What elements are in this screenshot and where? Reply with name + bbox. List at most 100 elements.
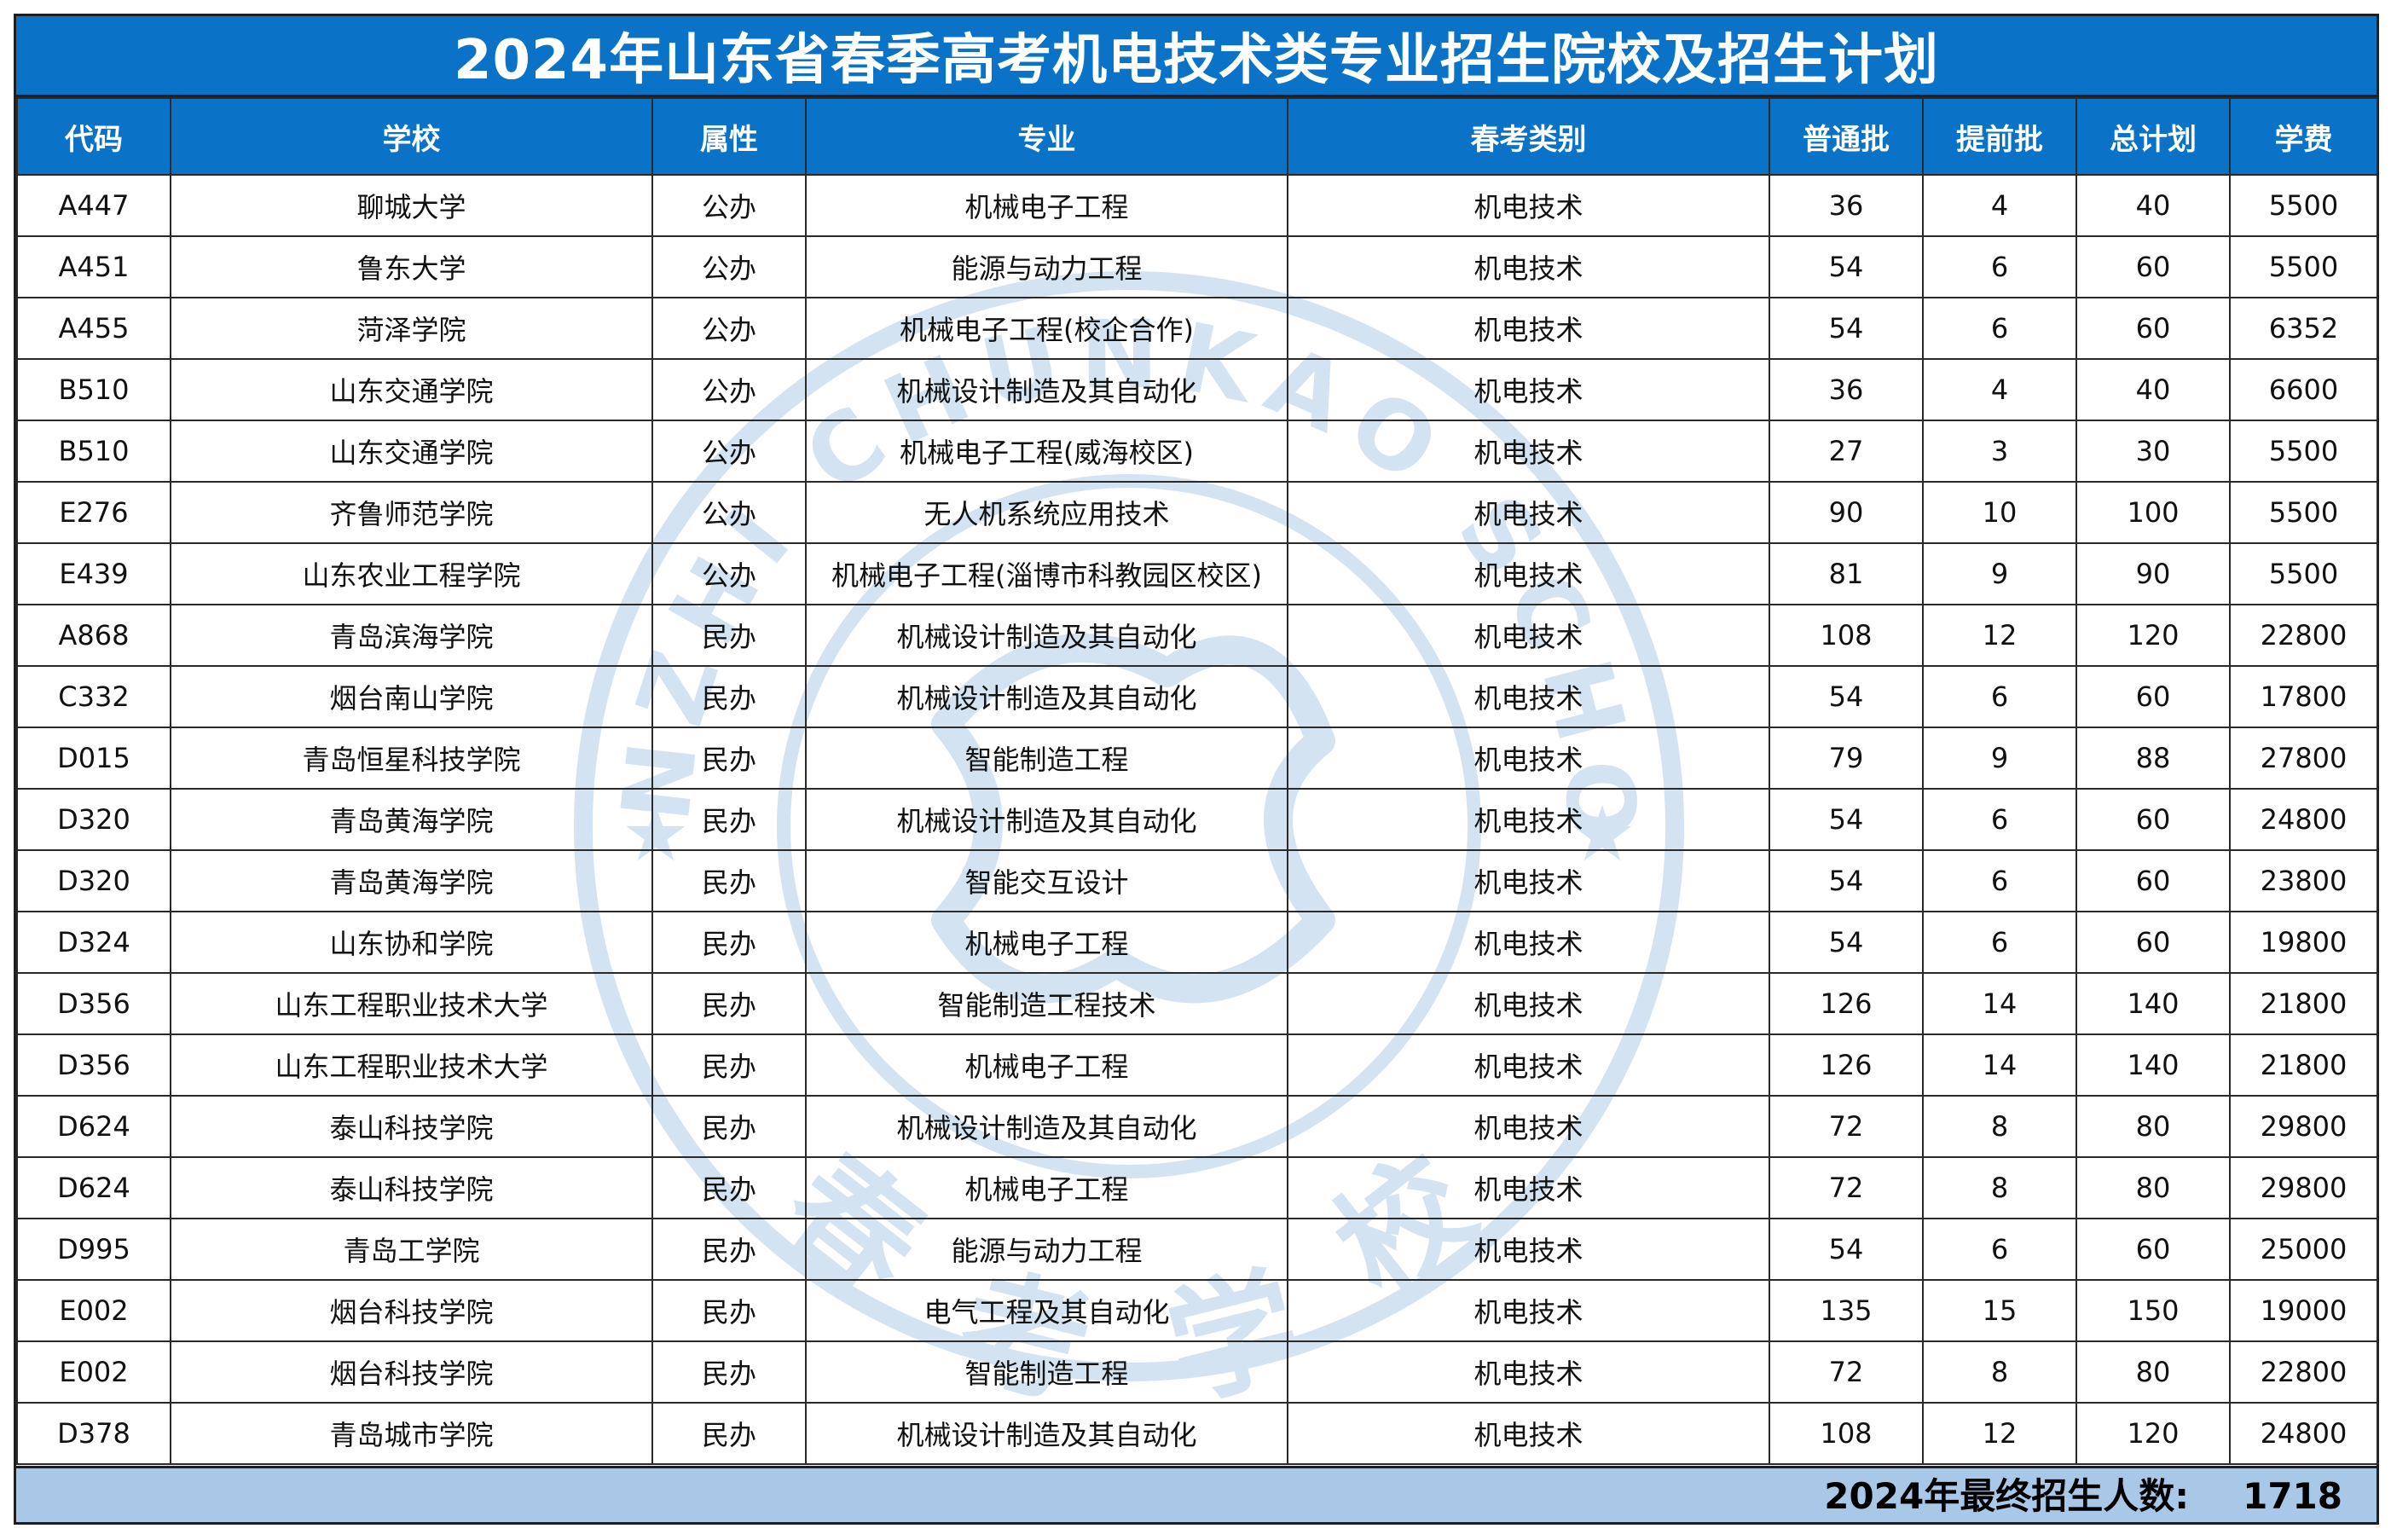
cell-major: 机械设计制造及其自动化	[805, 604, 1288, 667]
cell-type: 公办	[651, 235, 807, 298]
cell-code: D324	[16, 911, 171, 974]
cell-early-batch: 6	[1922, 849, 2077, 912]
page-title: 2024年山东省春季高考机电技术类专业招生院校及招生计划	[16, 16, 2377, 97]
cell-type: 民办	[651, 1156, 807, 1219]
cell-major: 智能制造工程	[805, 1340, 1288, 1404]
cell-type: 民办	[651, 1279, 807, 1342]
cell-regular-batch: 126	[1769, 1033, 1924, 1097]
cell-major: 机械设计制造及其自动化	[805, 1402, 1288, 1465]
cell-total-plan: 88	[2075, 727, 2231, 790]
cell-major: 智能制造工程	[805, 727, 1288, 790]
cell-regular-batch: 54	[1769, 849, 1924, 912]
cell-tuition: 29800	[2229, 1095, 2378, 1158]
cell-category: 机电技术	[1287, 727, 1770, 790]
total-enrollment-label: 2024年最终招生人数:	[1824, 1475, 2189, 1517]
cell-total-plan: 60	[2075, 911, 2231, 974]
cell-early-batch: 9	[1922, 542, 2077, 605]
cell-school: 聊城大学	[170, 174, 653, 237]
cell-total-plan: 60	[2075, 788, 2231, 851]
cell-early-batch: 3	[1922, 420, 2077, 483]
cell-tuition: 22800	[2229, 604, 2378, 667]
cell-school: 山东农业工程学院	[170, 542, 653, 605]
col-header-total-plan: 总计划	[2075, 97, 2231, 176]
cell-regular-batch: 54	[1769, 1218, 1924, 1281]
cell-school: 鲁东大学	[170, 235, 653, 298]
cell-code: E276	[16, 481, 171, 544]
cell-regular-batch: 36	[1769, 174, 1924, 237]
table-row: D015 青岛恒星科技学院 民办 智能制造工程 机电技术 79 9 88 27800	[16, 727, 2378, 790]
cell-school: 烟台科技学院	[170, 1279, 653, 1342]
table-row: E439 山东农业工程学院 公办 机械电子工程(淄博市科教园区校区) 机电技术 81 9 90…	[16, 542, 2378, 605]
table-row: E002 烟台科技学院 民办 电气工程及其自动化 机电技术 135 15 150 19000	[16, 1279, 2378, 1342]
col-header-major: 专业	[805, 97, 1288, 176]
cell-code: D320	[16, 788, 171, 851]
cell-total-plan: 80	[2075, 1156, 2231, 1219]
table-row: D320 青岛黄海学院 民办 智能交互设计 机电技术 54 6 60 23800	[16, 849, 2378, 912]
cell-category: 机电技术	[1287, 1279, 1770, 1342]
cell-regular-batch: 54	[1769, 235, 1924, 298]
cell-code: D356	[16, 1033, 171, 1097]
cell-early-batch: 6	[1922, 1218, 2077, 1281]
header-row: 代码 学校 属性 专业 春考类别 普通批 提前批 总计划 学费	[16, 97, 2378, 176]
cell-tuition: 24800	[2229, 1402, 2378, 1465]
cell-tuition: 6600	[2229, 358, 2378, 421]
cell-tuition: 21800	[2229, 972, 2378, 1035]
cell-regular-batch: 54	[1769, 297, 1924, 360]
cell-major: 智能交互设计	[805, 849, 1288, 912]
cell-major: 机械电子工程(校企合作)	[805, 297, 1288, 360]
cell-code: B510	[16, 358, 171, 421]
cell-school: 青岛工学院	[170, 1218, 653, 1281]
cell-code: B510	[16, 420, 171, 483]
cell-type: 公办	[651, 542, 807, 605]
cell-total-plan: 60	[2075, 297, 2231, 360]
table-row: D324 山东协和学院 民办 机械电子工程 机电技术 54 6 60 19800	[16, 911, 2378, 974]
table-body: A447 聊城大学 公办 机械电子工程 机电技术 36 4 40 5500 A451 鲁东大学 公办能…	[16, 174, 2378, 1465]
table-row: D320 青岛黄海学院 民办 机械设计制造及其自动化 机电技术 54 6 60 24800	[16, 788, 2378, 851]
table-row: A455 菏泽学院 公办 机械电子工程(校企合作) 机电技术 54 6 60 6352	[16, 297, 2378, 360]
cell-tuition: 27800	[2229, 727, 2378, 790]
cell-early-batch: 15	[1922, 1279, 2077, 1342]
cell-type: 民办	[651, 972, 807, 1035]
cell-major: 机械电子工程	[805, 911, 1288, 974]
cell-total-plan: 80	[2075, 1340, 2231, 1404]
cell-early-batch: 14	[1922, 972, 2077, 1035]
cell-category: 机电技术	[1287, 911, 1770, 974]
cell-tuition: 29800	[2229, 1156, 2378, 1219]
cell-total-plan: 140	[2075, 972, 2231, 1035]
cell-tuition: 5500	[2229, 542, 2378, 605]
cell-category: 机电技术	[1287, 1033, 1770, 1097]
col-header-type: 属性	[651, 97, 807, 176]
table-row: D378 青岛城市学院 民办 机械设计制造及其自动化 机电技术 108 12 120 24800	[16, 1402, 2378, 1465]
cell-major: 智能制造工程技术	[805, 972, 1288, 1035]
cell-school: 泰山科技学院	[170, 1156, 653, 1219]
table-row: A868 青岛滨海学院 民办 机械设计制造及其自动化 机电技术 108 12 120 22800	[16, 604, 2378, 667]
cell-type: 民办	[651, 788, 807, 851]
cell-school: 青岛滨海学院	[170, 604, 653, 667]
table-row: E276 齐鲁师范学院 公办 无人机系统应用技术 机电技术 90 10 100 5500	[16, 481, 2378, 544]
table-row: D356 山东工程职业技术大学 民办 机械电子工程 机电技术 126 14 140 21800	[16, 1033, 2378, 1097]
table-row: C332 烟台南山学院 民办 机械设计制造及其自动化 机电技术 54 6 60 17800	[16, 665, 2378, 728]
cell-total-plan: 60	[2075, 235, 2231, 298]
cell-tuition: 17800	[2229, 665, 2378, 728]
cell-total-plan: 120	[2075, 1402, 2231, 1465]
cell-total-plan: 40	[2075, 174, 2231, 237]
cell-early-batch: 8	[1922, 1340, 2077, 1404]
cell-major: 机械电子工程(威海校区)	[805, 420, 1288, 483]
cell-type: 民办	[651, 911, 807, 974]
cell-category: 机电技术	[1287, 297, 1770, 360]
cell-tuition: 5500	[2229, 174, 2378, 237]
cell-tuition: 19800	[2229, 911, 2378, 974]
cell-major: 机械设计制造及其自动化	[805, 788, 1288, 851]
cell-early-batch: 8	[1922, 1095, 2077, 1158]
cell-category: 机电技术	[1287, 542, 1770, 605]
cell-type: 民办	[651, 727, 807, 790]
cell-regular-batch: 72	[1769, 1340, 1924, 1404]
cell-tuition: 21800	[2229, 1033, 2378, 1097]
cell-category: 机电技术	[1287, 1156, 1770, 1219]
cell-regular-batch: 27	[1769, 420, 1924, 483]
col-header-early-batch: 提前批	[1922, 97, 2077, 176]
cell-regular-batch: 54	[1769, 665, 1924, 728]
col-header-code: 代码	[16, 97, 171, 176]
col-header-school: 学校	[170, 97, 653, 176]
cell-early-batch: 4	[1922, 174, 2077, 237]
